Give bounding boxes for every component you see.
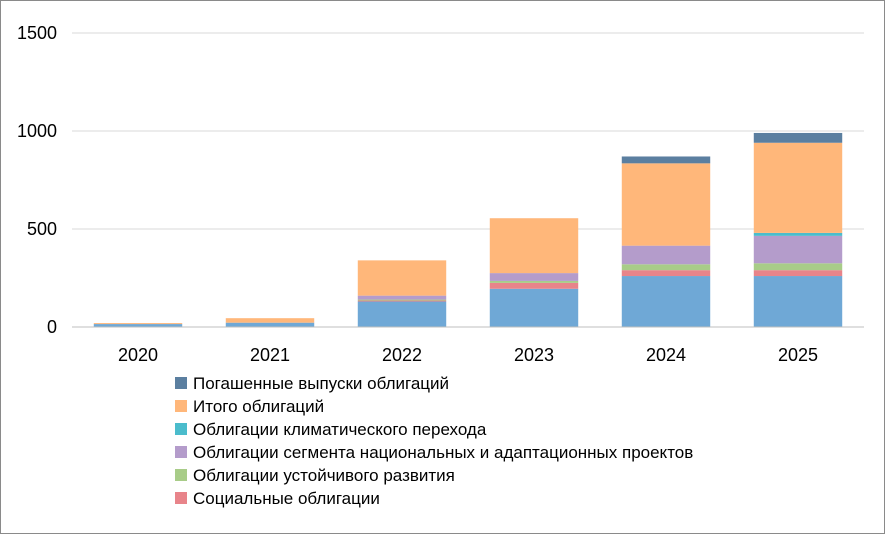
bar-segment-2025-s1 <box>753 270 843 277</box>
bar-segment-2023-s5 <box>489 218 579 274</box>
legend-label: Облигации климатического перехода <box>193 420 487 439</box>
bar-segment-2022-s0 <box>357 301 447 327</box>
bars <box>93 132 843 327</box>
bar-segment-2022-s5 <box>357 260 447 296</box>
legend-swatch <box>175 400 187 412</box>
x-tick-label: 2023 <box>514 345 554 365</box>
x-axis: 2020 2021 2022 2023 2024 2025 <box>72 326 864 365</box>
x-tick-label: 2020 <box>118 345 158 365</box>
bar-segment-2023-s1 <box>489 282 579 289</box>
bar-segment-2025-s6 <box>753 132 843 143</box>
legend-swatch <box>175 446 187 458</box>
bar-segment-2025-s5 <box>753 142 843 233</box>
bar-segment-2022-s2 <box>357 299 447 301</box>
x-tick-label: 2021 <box>250 345 290 365</box>
legend: Погашенные выпуски облигаций Итого облига… <box>175 374 693 508</box>
bar-segment-2020-s0 <box>93 324 183 327</box>
bar-segment-2023-s0 <box>489 288 579 327</box>
legend-swatch <box>175 377 187 389</box>
bar-segment-2020-s5 <box>93 323 183 325</box>
bar-segment-2024-s2 <box>621 264 711 271</box>
legend-label: Социальные облигации <box>193 489 380 508</box>
bar-segment-2025-s0 <box>753 276 843 327</box>
x-tick-label: 2022 <box>382 345 422 365</box>
bar-segment-2024-s5 <box>621 163 711 246</box>
bar-segment-2022-s1 <box>357 300 447 302</box>
bar-segment-2024-s0 <box>621 276 711 327</box>
legend-swatch <box>175 492 187 504</box>
y-tick-label: 1000 <box>17 121 57 141</box>
legend-label: Облигации сегмента национальных и адапта… <box>193 443 693 462</box>
bar-segment-2021-s5 <box>225 318 315 323</box>
bar-segment-2021-s0 <box>225 322 315 327</box>
legend-label: Облигации устойчивого развития <box>193 466 455 485</box>
bar-segment-2023-s3 <box>489 273 579 281</box>
bar-segment-2025-s3 <box>753 235 843 264</box>
x-tick-label: 2024 <box>646 345 686 365</box>
legend-label: Итого облигаций <box>193 397 324 416</box>
bar-segment-2025-s4 <box>753 232 843 236</box>
bar-segment-2024-s1 <box>621 270 711 277</box>
y-tick-label: 0 <box>47 317 57 337</box>
y-tick-label: 500 <box>27 219 57 239</box>
bar-segment-2025-s2 <box>753 263 843 271</box>
x-tick-label: 2025 <box>778 345 818 365</box>
bar-segment-2022-s3 <box>357 295 447 300</box>
legend-label: Погашенные выпуски облигаций <box>193 374 449 393</box>
legend-swatch <box>175 469 187 481</box>
bar-segment-2024-s3 <box>621 245 711 265</box>
gridlines <box>72 32 864 230</box>
y-axis: 0 500 1000 1500 <box>17 23 57 337</box>
legend-swatch <box>175 423 187 435</box>
y-tick-label: 1500 <box>17 23 57 43</box>
bar-segment-2023-s2 <box>489 280 579 283</box>
bar-segment-2024-s6 <box>621 156 711 164</box>
